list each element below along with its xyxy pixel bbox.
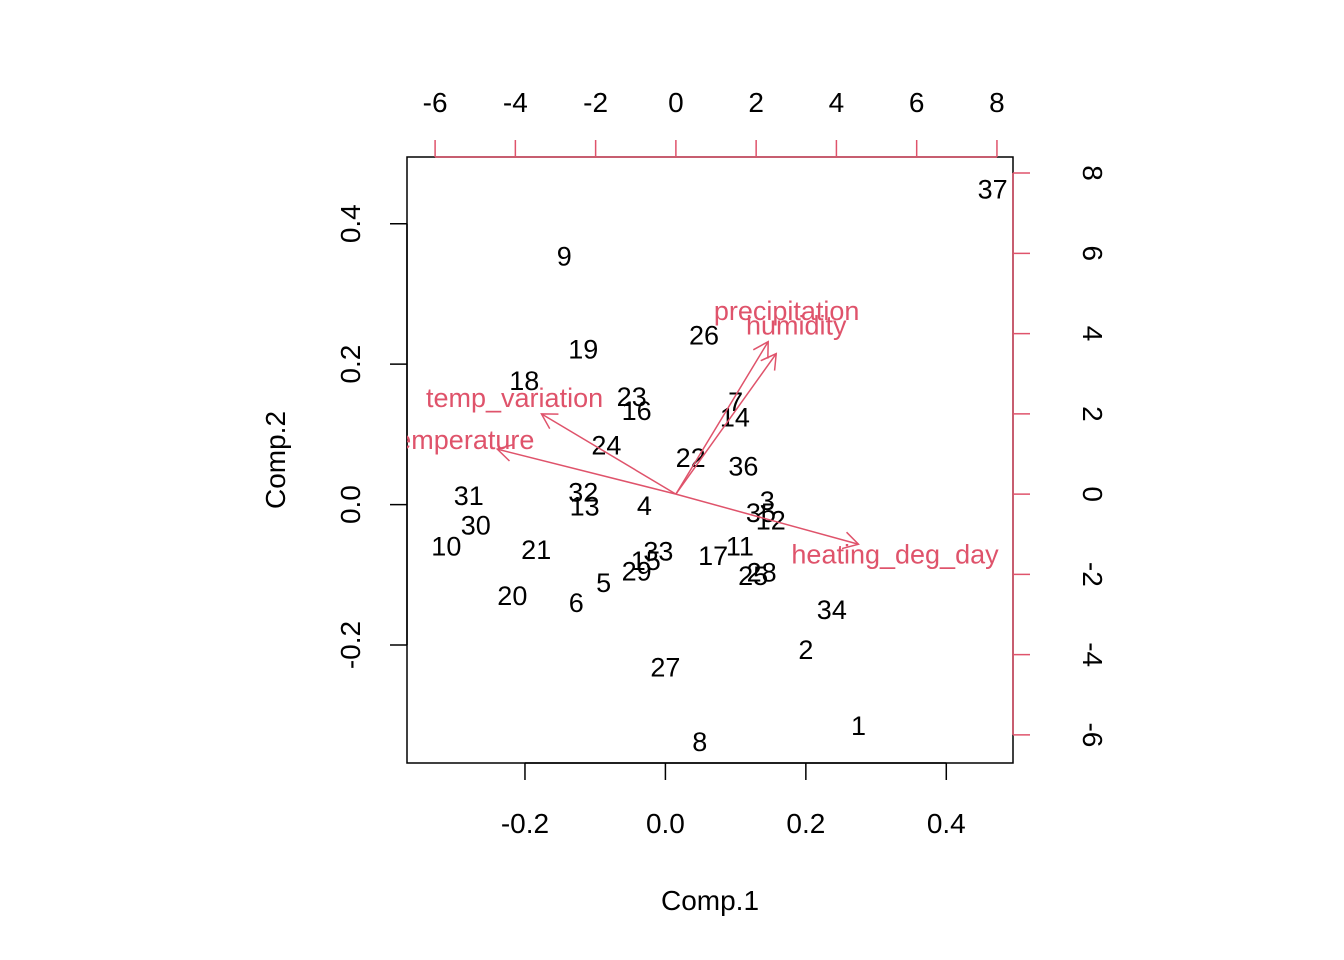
loading-arrow-shaft — [675, 341, 769, 495]
y-tick-label: 0.0 — [335, 485, 366, 524]
point-label: 16 — [622, 396, 652, 426]
x-tick-label: -0.2 — [501, 808, 549, 839]
point-label: 21 — [521, 535, 551, 565]
loading-arrow-shaft — [675, 493, 859, 546]
point-label: 32 — [568, 478, 598, 508]
point-label: 1 — [851, 711, 866, 741]
point-label: 30 — [461, 511, 491, 541]
loading-arrow-head — [760, 352, 778, 371]
x-tick-label: 0.4 — [927, 808, 966, 839]
point-label: 34 — [817, 595, 847, 625]
loading-arrow-shaft — [541, 413, 677, 495]
right-tick-label: 8 — [1077, 165, 1108, 181]
point-label: 4 — [637, 491, 652, 521]
point-label: 31 — [454, 481, 484, 511]
loading-arrow-shaft — [675, 353, 777, 495]
right-tick-label: 6 — [1077, 246, 1108, 262]
point-label: 28 — [747, 558, 777, 588]
score-points: 1234567891011121314151617181920212223242… — [431, 174, 1007, 757]
point-label: 19 — [568, 334, 598, 364]
x-axis: -0.2 0.0 0.2 0.4 — [501, 762, 966, 839]
point-label: 9 — [557, 242, 572, 272]
loading-arrow: humidity — [675, 311, 847, 495]
point-label: 13 — [570, 492, 600, 522]
y-tick-label: -0.2 — [335, 621, 366, 669]
point-label: 20 — [497, 581, 527, 611]
loading-arrow-shaft — [497, 448, 677, 495]
point-label: 18 — [509, 366, 539, 396]
loading-arrow: temp_variation — [426, 383, 677, 495]
point-label: 2 — [798, 635, 813, 665]
top-tick-label: -6 — [423, 87, 448, 118]
point-label: 14 — [720, 403, 750, 433]
loading-arrow-head — [841, 531, 860, 550]
point-label: 26 — [689, 320, 719, 350]
loading-label: temperature — [389, 425, 535, 455]
point-label: 7 — [728, 387, 743, 417]
top-tick-label: 8 — [989, 87, 1005, 118]
loading-arrow-head — [540, 413, 559, 430]
x-tick-label: 0.0 — [646, 808, 685, 839]
loading-label: temp_variation — [426, 383, 603, 413]
x-tick-label: 0.2 — [786, 808, 825, 839]
right-tick-label: -6 — [1077, 722, 1108, 747]
y-axis: -0.2 0.0 0.2 0.4 — [335, 204, 408, 669]
y-tick-label: 0.2 — [335, 345, 366, 384]
loading-label: humidity — [746, 311, 847, 341]
top-tick-label: -4 — [503, 87, 528, 118]
point-label: 25 — [738, 561, 768, 591]
right-tick-label: 2 — [1077, 406, 1108, 422]
point-label: 36 — [728, 452, 758, 482]
x-axis-label: Comp.1 — [661, 885, 759, 916]
point-label: 23 — [617, 382, 647, 412]
loading-arrows: temperature temp_variation precipitationhu… — [389, 296, 999, 569]
point-label: 15 — [631, 546, 661, 576]
right-tick-label: 0 — [1077, 486, 1108, 502]
right-tick-label: -2 — [1077, 562, 1108, 587]
top-tick-label: 0 — [668, 87, 684, 118]
point-label: 3 — [760, 486, 775, 516]
point-label: 35 — [746, 498, 776, 528]
point-label: 5 — [596, 568, 611, 598]
loading-label: heating_deg_day — [791, 539, 999, 569]
right-tick-label: 4 — [1077, 326, 1108, 342]
top-tick-label: 2 — [748, 87, 764, 118]
loading-arrow: temperature — [389, 425, 677, 495]
right-tick-label: -4 — [1077, 642, 1108, 667]
loading-arrow: heating_deg_day — [675, 493, 999, 569]
point-label: 37 — [978, 174, 1008, 204]
loading-x-axis: -6 -4 -2 0 2 4 6 8 — [423, 87, 1005, 158]
loading-arrow: precipitation — [675, 296, 860, 495]
point-label: 33 — [643, 537, 673, 567]
point-label: 11 — [726, 532, 754, 562]
point-label: 8 — [692, 727, 707, 757]
point-label: 10 — [431, 532, 461, 562]
loading-label: precipitation — [714, 296, 860, 326]
plot-frame — [406, 156, 1014, 764]
loading-arrow-head — [752, 340, 769, 359]
point-label: 6 — [569, 588, 584, 618]
top-tick-label: 4 — [829, 87, 845, 118]
y-tick-label: 0.4 — [335, 204, 366, 243]
point-label: 24 — [591, 431, 621, 461]
loading-arrow-head — [495, 443, 514, 462]
loading-y-axis: -6 -4 -2 0 2 4 6 8 — [1012, 165, 1108, 747]
top-tick-label: 6 — [909, 87, 925, 118]
point-label: 29 — [622, 556, 652, 586]
point-label: 27 — [650, 653, 680, 683]
y-axis-label: Comp.2 — [260, 411, 291, 509]
point-label: 17 — [698, 541, 728, 571]
top-tick-label: -2 — [583, 87, 608, 118]
